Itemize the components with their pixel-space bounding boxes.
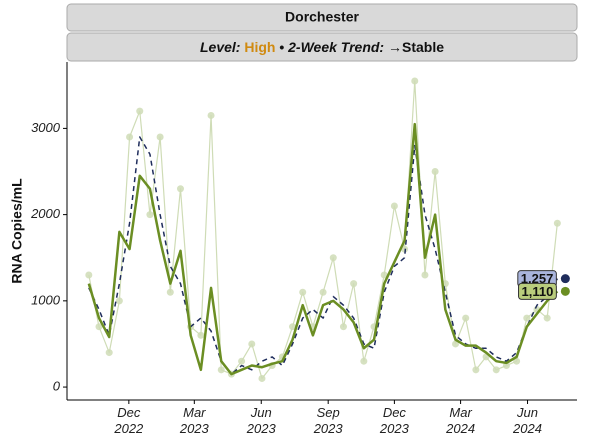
sample-point [472, 366, 480, 374]
sample-point [126, 133, 134, 141]
sample-point [299, 288, 307, 296]
sample-point [248, 340, 256, 348]
sample-point [176, 185, 184, 193]
sample-point [115, 297, 123, 305]
level-label: Level: [200, 39, 240, 55]
location: Dorchester [285, 9, 359, 25]
sample-point [85, 271, 93, 279]
sample-point [380, 271, 388, 279]
sample-point [207, 111, 215, 119]
sample-point [411, 77, 419, 85]
x-tick-label: Jun 2024 [513, 405, 542, 436]
level: High [244, 39, 275, 55]
x-tick-label: Mar 2024 [446, 405, 476, 436]
status-line: Level: High • 2-Week Trend: →Stable [200, 39, 444, 55]
x-tick-label: Dec 2023 [379, 405, 409, 436]
sample-point [421, 271, 429, 279]
end-label-text: 1,110 [522, 284, 554, 299]
sample-point [360, 357, 368, 365]
series-line [88, 136, 559, 375]
trend-label: 2-Week Trend: [287, 39, 384, 55]
strip-status [66, 32, 578, 62]
sample-point [553, 219, 561, 227]
x-tick-label: Jun 2023 [246, 405, 276, 436]
sample-point [350, 280, 358, 288]
y-tick-label: 0 [53, 379, 61, 394]
sample-point [431, 168, 439, 176]
end-dot [560, 274, 570, 284]
sample-point [146, 211, 154, 219]
sample-point [513, 357, 521, 365]
sample-point [166, 288, 174, 296]
end-label: 1,257 [517, 270, 557, 288]
x-tick-label: Dec 2022 [114, 405, 144, 436]
y-axis-label: RNA Copies/mL [9, 178, 25, 284]
x-tick-label: Mar 2023 [179, 405, 209, 436]
sample-point [238, 357, 246, 365]
sample-point [339, 323, 347, 331]
sample-point [523, 314, 531, 322]
strip-top [66, 3, 578, 32]
sample-point [217, 366, 225, 374]
sample-point [95, 323, 103, 331]
sample-point [136, 107, 144, 115]
sample-point [319, 288, 327, 296]
sample-point [462, 314, 470, 322]
x-tick-label: Sep 2023 [313, 405, 343, 436]
y-tick-label: 3000 [31, 120, 61, 135]
y-tick-label: 2000 [30, 206, 61, 221]
sample-point [452, 340, 460, 348]
end-dot [560, 286, 570, 296]
y-tick-label: 1000 [31, 292, 61, 307]
series-line [87, 122, 559, 376]
sample-point [543, 314, 551, 322]
sample-point [492, 366, 500, 374]
sample-point [258, 374, 266, 382]
sample-point [197, 331, 205, 339]
sample-point [329, 254, 337, 262]
sample-point [105, 349, 113, 357]
sample-point [401, 245, 409, 253]
sample-point [289, 323, 297, 331]
trend: →Stable [388, 39, 444, 55]
end-label-box [518, 282, 557, 300]
end-label-text: 1,257 [521, 271, 554, 286]
sample-point [156, 133, 164, 141]
end-label: 1,110 [518, 282, 557, 300]
separator: • [279, 39, 284, 55]
sample-point [390, 202, 398, 210]
